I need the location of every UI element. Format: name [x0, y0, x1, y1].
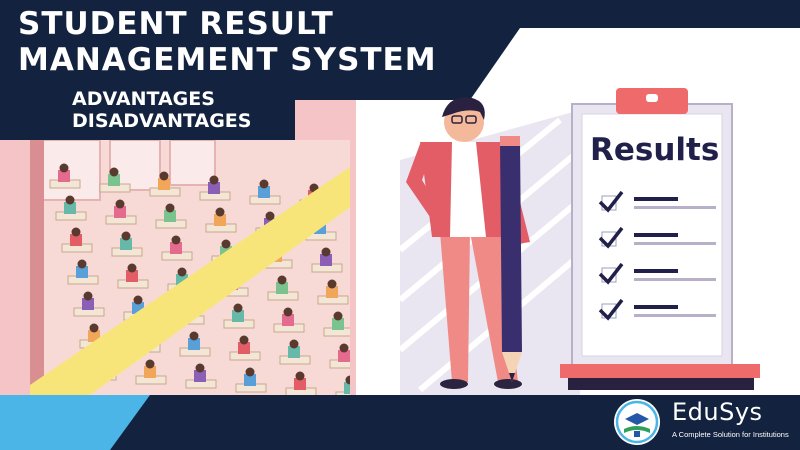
- student: [120, 238, 132, 250]
- student-head: [121, 231, 131, 241]
- student-head: [71, 227, 81, 237]
- blue-corner: [0, 395, 150, 450]
- student-head: [283, 307, 293, 317]
- student: [288, 346, 300, 358]
- student-head: [209, 175, 219, 185]
- student: [338, 350, 350, 362]
- student-head: [289, 339, 299, 349]
- student: [88, 330, 100, 342]
- student: [332, 318, 344, 330]
- student-head: [215, 207, 225, 217]
- result-line: [634, 233, 678, 237]
- student-head: [65, 195, 75, 205]
- exam-classroom-illustration: [30, 140, 350, 395]
- student: [126, 270, 138, 282]
- subtitle-box: [0, 85, 295, 140]
- student-head: [321, 247, 331, 257]
- student: [76, 266, 88, 278]
- student-head: [171, 235, 181, 245]
- result-line: [634, 197, 678, 201]
- student: [232, 310, 244, 322]
- result-line: [634, 206, 716, 209]
- checkmark-icon: [598, 190, 624, 213]
- student-head: [127, 263, 137, 273]
- student-head: [115, 199, 125, 209]
- student: [58, 170, 70, 182]
- title-line-2: MANAGEMENT SYSTEM: [18, 42, 437, 78]
- student-head: [59, 163, 69, 173]
- student: [326, 286, 338, 298]
- student-head: [189, 331, 199, 341]
- student: [258, 186, 270, 198]
- student: [214, 214, 226, 226]
- student-head: [345, 375, 350, 385]
- student-head: [265, 211, 275, 221]
- student: [344, 382, 350, 394]
- student-head: [245, 367, 255, 377]
- student-head: [277, 275, 287, 285]
- student: [238, 342, 250, 354]
- student: [170, 242, 182, 254]
- student-figure-illustration: [406, 97, 530, 389]
- result-line: [634, 278, 716, 281]
- student-head: [145, 359, 155, 369]
- result-line: [634, 269, 678, 273]
- student: [194, 370, 206, 382]
- student: [70, 234, 82, 246]
- student-head: [333, 311, 343, 321]
- student: [188, 338, 200, 350]
- student-head: [339, 343, 349, 353]
- student: [114, 206, 126, 218]
- brand-name: EduSys: [672, 398, 763, 426]
- results-clipboard: [560, 88, 760, 390]
- result-line: [634, 242, 716, 245]
- subtitle-line-1: ADVANTAGES: [72, 88, 215, 110]
- student: [144, 366, 156, 378]
- edusys-brand[interactable]: EduSys A Complete Solution for Instituti…: [612, 396, 800, 450]
- student-head: [83, 291, 93, 301]
- student: [320, 254, 332, 266]
- student-head: [221, 239, 231, 249]
- student-head: [89, 323, 99, 333]
- student: [244, 374, 256, 386]
- student: [108, 174, 120, 186]
- student-head: [159, 171, 169, 181]
- student-head: [233, 303, 243, 313]
- student-head: [165, 203, 175, 213]
- student: [276, 282, 288, 294]
- desk: [335, 391, 350, 395]
- student-head: [327, 279, 337, 289]
- checkmark-icon: [598, 262, 624, 285]
- yellow-diagonal: [30, 166, 350, 395]
- student: [282, 314, 294, 326]
- results-heading: Results: [590, 132, 720, 168]
- title-line-1: STUDENT RESULT: [18, 6, 334, 42]
- student-head: [259, 179, 269, 189]
- student-head: [239, 335, 249, 345]
- result-line: [634, 314, 716, 317]
- page-title: STUDENT RESULT MANAGEMENT SYSTEM: [18, 6, 498, 78]
- student: [158, 178, 170, 190]
- student: [208, 182, 220, 194]
- checkmark-icon: [598, 298, 624, 321]
- student-head: [109, 167, 119, 177]
- student: [294, 378, 306, 390]
- student: [64, 202, 76, 214]
- page-subtitle: ADVANTAGES DISADVANTAGES: [72, 88, 251, 132]
- checkmark-icon: [598, 226, 624, 249]
- student-head: [133, 295, 143, 305]
- student: [164, 210, 176, 222]
- student-head: [177, 267, 187, 277]
- student: [82, 298, 94, 310]
- student-head: [77, 259, 87, 269]
- student-head: [195, 363, 205, 373]
- brand-tagline: A Complete Solution for Institutions: [672, 430, 789, 439]
- student-head: [295, 371, 305, 381]
- subtitle-line-2: DISADVANTAGES: [72, 110, 252, 132]
- edusys-logo-icon: [614, 399, 660, 445]
- result-line: [634, 305, 678, 309]
- pencil-icon: [500, 136, 522, 382]
